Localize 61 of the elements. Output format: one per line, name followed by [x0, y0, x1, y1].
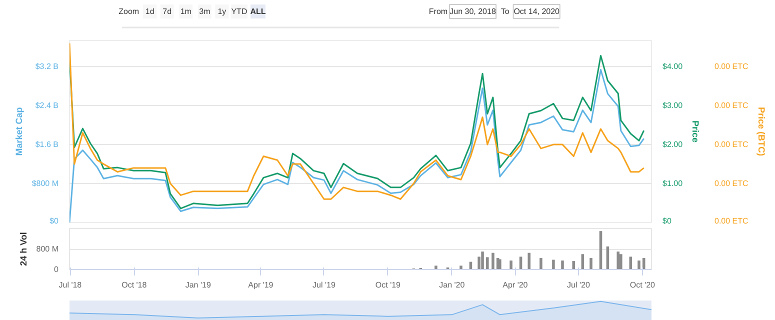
y-tick-label: $800 M: [32, 178, 59, 188]
text: 1m: [180, 7, 192, 16]
y-tick-label: $3.2 B: [35, 62, 59, 71]
text: Oct 14, 2020: [514, 7, 560, 16]
y-tick-label: $2.4 B: [35, 100, 59, 110]
x-tick-label: Jul '19: [312, 280, 336, 290]
y3-tick-label: 0.00 ETC: [714, 216, 749, 226]
y3-axis-title: Price (BTC): [756, 106, 766, 156]
y3-tick-label: 0.00 ETC: [714, 140, 749, 150]
text: To: [500, 7, 510, 16]
y2-tick-label: $4.00: [662, 62, 684, 72]
bar: [481, 252, 484, 270]
text: 1d: [145, 7, 154, 16]
y-tick-label: $1.6 B: [35, 140, 59, 149]
text: 1y: [218, 7, 226, 16]
bar: [492, 252, 494, 270]
bar: [572, 261, 576, 270]
y2-tick-label: $2.00: [662, 140, 684, 150]
bar: [561, 260, 564, 270]
x-tick-label: Oct '18: [122, 280, 148, 290]
bar: [616, 252, 620, 270]
text: From: [428, 7, 448, 16]
x-tick-label: Jul '20: [567, 280, 590, 290]
y3-tick-label: 0.00 ETC: [714, 179, 749, 188]
text: Zoom: [118, 7, 140, 16]
y-axis-title: 24 h Vol: [18, 232, 28, 266]
bar: [552, 260, 555, 270]
x-tick-label: Oct '20: [630, 280, 656, 290]
line-series: [70, 69, 645, 222]
x-tick-label: Oct '19: [375, 280, 402, 290]
bar: [590, 258, 592, 270]
y-tick-label: 0: [54, 265, 60, 274]
x-tick-label: Jan '19: [185, 280, 212, 290]
text: YTD: [231, 7, 248, 16]
text: 7d: [162, 7, 172, 16]
y-tick-label: $0: [50, 216, 60, 226]
y2-tick-label: $3.00: [662, 101, 684, 110]
y-tick-label: 800 M: [36, 244, 59, 254]
y3-tick-label: 0.00 ETC: [714, 62, 749, 72]
bar: [460, 266, 462, 270]
bar: [540, 258, 542, 270]
bar: [486, 257, 489, 270]
x-tick-label: Jan '20: [439, 280, 466, 290]
bar: [510, 260, 512, 270]
bar: [528, 252, 531, 270]
x-tick-label: Apr '19: [248, 280, 274, 290]
y3-tick-label: 0.00 ETC: [714, 101, 749, 110]
bar: [629, 256, 632, 270]
bar: [620, 254, 622, 270]
text: ALL: [250, 7, 266, 16]
x-tick-label: Jul '18: [58, 280, 82, 290]
bar: [498, 259, 502, 270]
bar: [434, 266, 438, 270]
y2-tick-label: $0: [662, 216, 672, 226]
y2-tick-label: $1.00: [662, 179, 684, 188]
y2-axis-title: Price: [690, 120, 701, 143]
bar: [638, 260, 640, 270]
y-axis-title: Market Cap: [14, 106, 24, 156]
x-tick-label: Apr '20: [502, 280, 528, 290]
text: 3m: [199, 7, 211, 16]
text: Jun 30, 2018: [450, 7, 496, 16]
